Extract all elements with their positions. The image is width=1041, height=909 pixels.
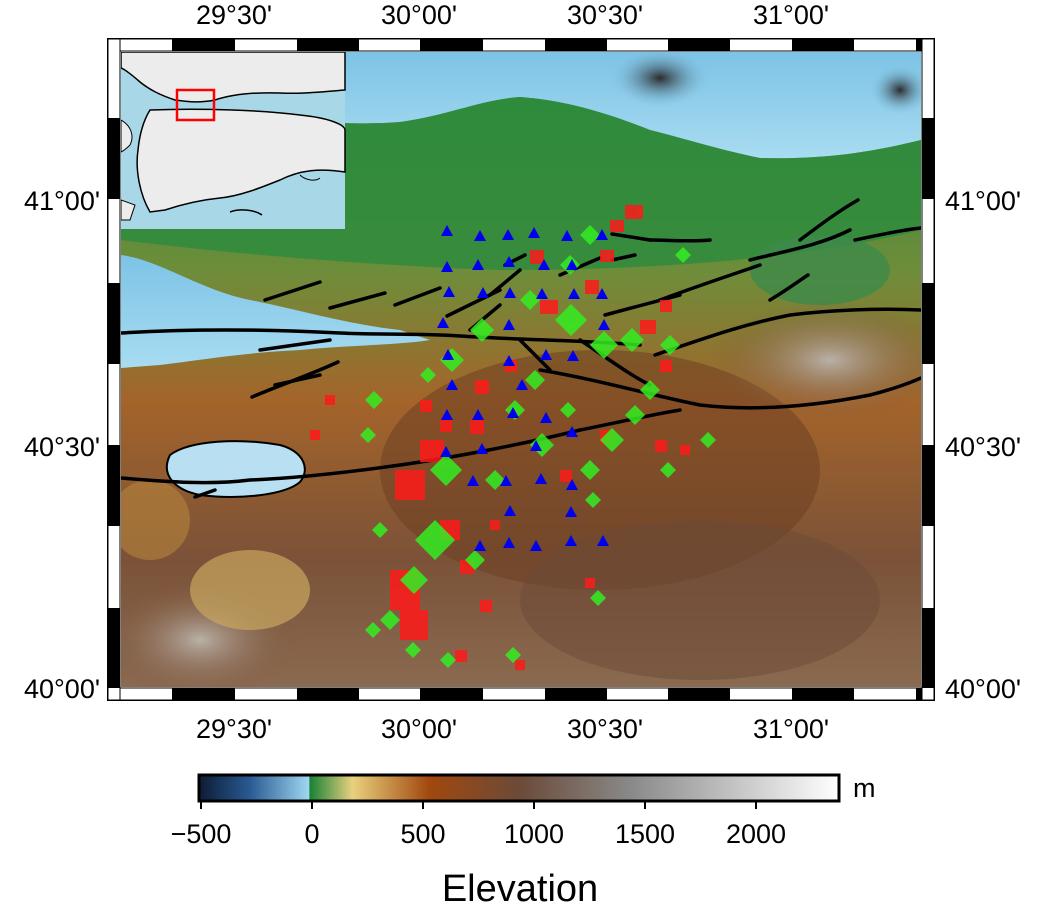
lake — [165, 440, 306, 498]
colorbar: m −500 0 500 1000 1500 2000 Elevation — [171, 773, 876, 909]
fault-lines — [121, 198, 921, 499]
lat-labels-left: 41°00' 40°30' 40°00' — [24, 186, 100, 704]
lon-label: 29°30' — [196, 0, 272, 30]
lat-label: 41°00' — [945, 186, 1021, 216]
marmara-sea — [121, 255, 430, 368]
lon-label: 31°00' — [753, 714, 829, 744]
colorbar-tick: 1000 — [504, 819, 564, 849]
map-interior — [121, 52, 921, 687]
colorbar-tick: 500 — [400, 819, 445, 849]
lat-labels-right: 41°00' 40°30' 40°00' — [945, 186, 1021, 704]
colorbar-title: Elevation — [442, 868, 598, 909]
lon-label: 30°30' — [567, 714, 643, 744]
lat-label: 41°00' — [24, 186, 100, 216]
lat-label: 40°00' — [24, 674, 100, 704]
colorbar-tick: 0 — [304, 819, 319, 849]
stations — [437, 225, 610, 551]
colorbar-gradient — [197, 773, 841, 803]
lon-label: 29°30' — [196, 714, 272, 744]
lat-label: 40°00' — [945, 674, 1021, 704]
colorbar-tick: 2000 — [726, 819, 786, 849]
colorbar-tick: 1500 — [615, 819, 675, 849]
inset-box — [175, 88, 216, 122]
lat-label: 40°30' — [945, 432, 1021, 462]
lat-label: 40°30' — [24, 432, 100, 462]
lon-label: 31°00' — [753, 0, 829, 30]
inset-map — [121, 52, 346, 229]
lon-label: 30°00' — [381, 0, 457, 30]
lon-labels-bottom: 29°30' 30°00' 30°30' 31°00' — [196, 714, 829, 744]
events-red — [310, 205, 690, 670]
colorbar-unit: m — [853, 773, 876, 803]
lon-label: 30°00' — [381, 714, 457, 744]
lon-label: 30°30' — [567, 0, 643, 30]
lon-labels-top: 29°30' 30°00' 30°30' 31°00' — [196, 0, 829, 30]
colorbar-tick: −500 — [171, 819, 232, 849]
frame-ticks — [107, 38, 935, 701]
